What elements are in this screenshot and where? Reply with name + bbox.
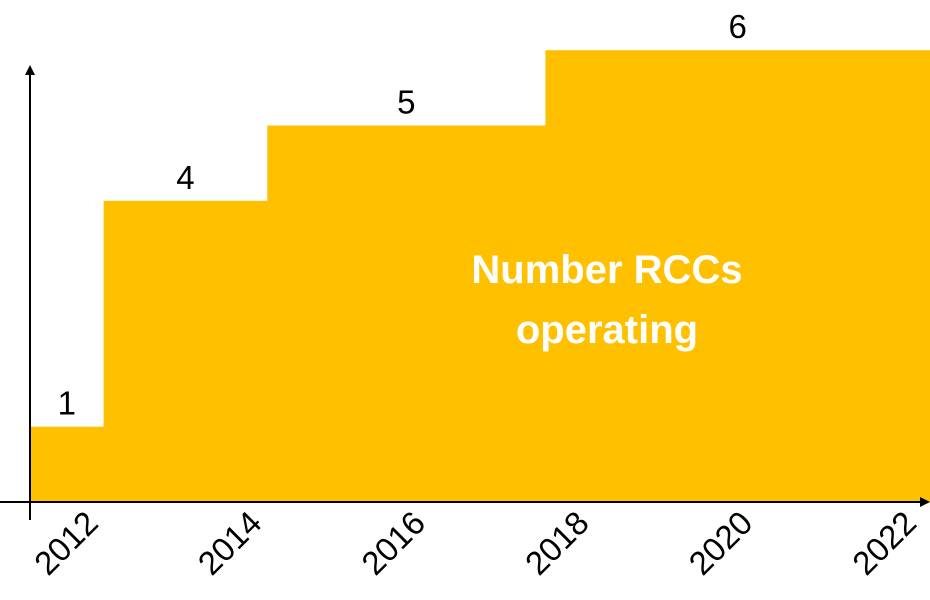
step-bar-1 — [103, 200, 268, 503]
step-bar-2 — [267, 125, 546, 502]
x-tick-label-2018: 2018 — [518, 504, 596, 582]
series-label-line-1: Number RCCs — [471, 248, 742, 292]
x-tick-label-2020: 2020 — [681, 504, 759, 582]
step-bar-0 — [30, 426, 105, 502]
x-tick-label-2012: 2012 — [27, 504, 105, 582]
step-bar-3 — [545, 50, 930, 502]
x-tick-label-2016: 2016 — [354, 504, 432, 582]
x-tick-label-2022: 2022 — [845, 504, 923, 582]
axis-layer — [0, 65, 930, 520]
x-tick-label-2014: 2014 — [191, 504, 269, 582]
step-value-label-0: 1 — [58, 385, 76, 422]
step-value-label-1: 4 — [176, 159, 194, 196]
series-label-line-2: operating — [516, 308, 698, 352]
label-layer: 1 4 5 6 — [58, 8, 747, 422]
step-value-label-2: 5 — [397, 84, 415, 121]
area-layer — [30, 50, 930, 503]
step-value-label-3: 6 — [729, 8, 747, 45]
tick-layer: 2012 2014 2016 2018 2020 2022 — [27, 504, 923, 582]
